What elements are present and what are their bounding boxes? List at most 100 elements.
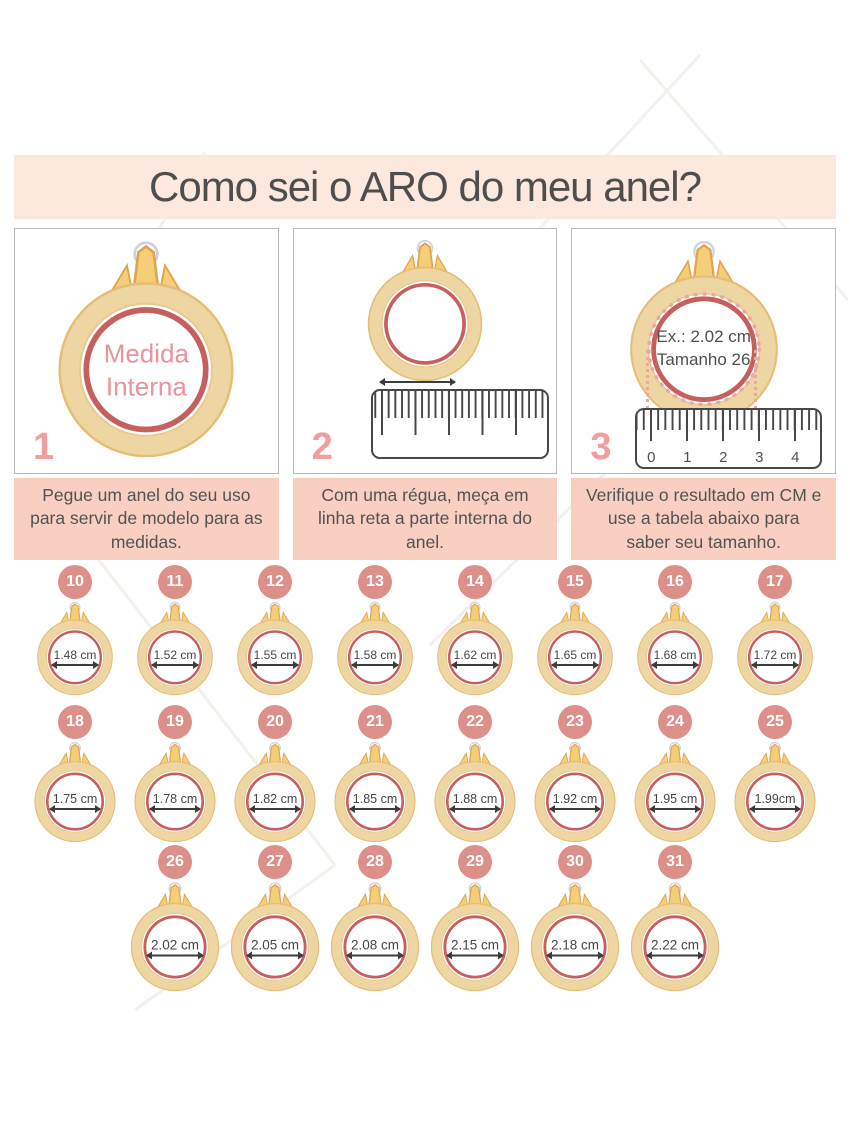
ruler-number: 2 bbox=[719, 449, 728, 466]
dotted-guide-right bbox=[754, 350, 758, 409]
diameter-value: 1.68 cm bbox=[653, 648, 697, 662]
diameter-value: 1.85 cm bbox=[352, 792, 398, 807]
ring-illustration bbox=[427, 880, 523, 991]
diameter-arrow bbox=[246, 951, 304, 960]
size-badge: 22 bbox=[458, 705, 492, 739]
diameter-measure: 1.82 cm bbox=[249, 792, 301, 814]
diameter-arrow bbox=[151, 661, 199, 669]
diameter-measure: 1.65 cm bbox=[551, 648, 599, 669]
diameter-arrow bbox=[349, 805, 401, 814]
diameter-arrow bbox=[351, 661, 399, 669]
measure-arrow bbox=[378, 378, 456, 386]
ring-illustration bbox=[327, 880, 423, 991]
ring-inner-label: Medida Interna bbox=[103, 338, 189, 402]
diameter-value: 1.72 cm bbox=[753, 648, 797, 662]
diameter-arrow bbox=[749, 805, 801, 814]
size-badge: 15 bbox=[558, 565, 592, 599]
diameter-value: 1.65 cm bbox=[553, 648, 597, 662]
diameter-measure: 2.05 cm bbox=[246, 937, 304, 960]
ring-wrap: 2.05 cm bbox=[227, 880, 323, 991]
diameter-measure: 1.62 cm bbox=[451, 648, 499, 669]
ring-wrap: 1.62 cm bbox=[434, 600, 516, 695]
size-tile: 22 1.88 cm bbox=[425, 705, 525, 845]
diameter-measure: 2.02 cm bbox=[146, 937, 204, 960]
diameter-arrow bbox=[546, 951, 604, 960]
ring-wrap: 1.95 cm bbox=[631, 740, 719, 842]
size-tile: 10 1.48 cm bbox=[25, 565, 125, 705]
size-tile: 15 1.65 cm bbox=[525, 565, 625, 705]
size-tile: 21 1.85 cm bbox=[325, 705, 425, 845]
diameter-arrow bbox=[649, 805, 701, 814]
ring-wrap: 2.02 cm bbox=[127, 880, 223, 991]
ring-illustration bbox=[231, 740, 319, 842]
size-badge: 30 bbox=[558, 845, 592, 879]
size-row: 18 1.75 cm 19 1.78 cm 20 bbox=[0, 705, 850, 845]
diameter-value: 1.82 cm bbox=[252, 792, 298, 807]
diameter-value: 1.58 cm bbox=[353, 648, 397, 662]
diameter-value: 2.08 cm bbox=[350, 937, 400, 953]
ring-wrap: 1.85 cm bbox=[331, 740, 419, 842]
title-banner: Como sei o ARO do meu anel? bbox=[14, 155, 836, 219]
ruler-number: 4 bbox=[791, 449, 800, 466]
diameter-value: 1.48 cm bbox=[53, 648, 97, 662]
diameter-measure: 1.92 cm bbox=[549, 792, 601, 814]
diameter-value: 1.88 cm bbox=[452, 792, 498, 807]
diameter-measure: 2.15 cm bbox=[446, 937, 504, 960]
size-badge: 21 bbox=[358, 705, 392, 739]
size-tile: 19 1.78 cm bbox=[125, 705, 225, 845]
ring-wrap: 1.65 cm bbox=[534, 600, 616, 695]
diameter-arrow bbox=[451, 661, 499, 669]
diameter-measure: 1.58 cm bbox=[351, 648, 399, 669]
size-badge: 18 bbox=[58, 705, 92, 739]
size-badge: 20 bbox=[258, 705, 292, 739]
step-2-box: 2 bbox=[292, 228, 558, 474]
dotted-guide-left bbox=[646, 350, 650, 409]
step-1-caption: Pegue um anel do seu uso para servir de … bbox=[14, 478, 279, 560]
size-tile: 20 1.82 cm bbox=[225, 705, 325, 845]
ring-wrap: 1.78 cm bbox=[131, 740, 219, 842]
ring-wrap: 1.99cm bbox=[731, 740, 819, 842]
ring-wrap: 1.88 cm bbox=[431, 740, 519, 842]
dotted-measure-circle bbox=[646, 292, 761, 407]
size-tile: 11 1.52 cm bbox=[125, 565, 225, 705]
diameter-arrow bbox=[251, 661, 299, 669]
ruler-number: 1 bbox=[683, 449, 692, 466]
diameter-arrow bbox=[249, 805, 301, 814]
diameter-measure: 2.18 cm bbox=[546, 937, 604, 960]
ring-illustration bbox=[131, 740, 219, 842]
diameter-measure: 1.88 cm bbox=[449, 792, 501, 814]
ring-illustration bbox=[527, 880, 623, 991]
diameter-measure: 1.68 cm bbox=[651, 648, 699, 669]
size-badge: 13 bbox=[358, 565, 392, 599]
size-tile: 28 2.08 cm bbox=[325, 845, 425, 995]
size-badge: 19 bbox=[158, 705, 192, 739]
size-badge: 31 bbox=[658, 845, 692, 879]
size-tile: 14 1.62 cm bbox=[425, 565, 525, 705]
ruler-illustration bbox=[370, 378, 549, 459]
ring-wrap: 1.72 cm bbox=[734, 600, 816, 695]
size-tile: 16 1.68 cm bbox=[625, 565, 725, 705]
diameter-arrow bbox=[646, 951, 704, 960]
ring-illustration bbox=[227, 880, 323, 991]
size-badge: 23 bbox=[558, 705, 592, 739]
size-badge: 28 bbox=[358, 845, 392, 879]
diameter-value: 1.92 cm bbox=[552, 792, 598, 807]
diameter-measure: 1.99cm bbox=[749, 792, 801, 814]
diameter-arrow bbox=[49, 805, 101, 814]
size-tile: 27 2.05 cm bbox=[225, 845, 325, 995]
ring-illustration bbox=[331, 740, 419, 842]
ring-wrap: 1.82 cm bbox=[231, 740, 319, 842]
size-badge: 29 bbox=[458, 845, 492, 879]
diameter-value: 1.62 cm bbox=[453, 648, 497, 662]
diameter-value: 1.99cm bbox=[754, 792, 796, 807]
size-badge: 27 bbox=[258, 845, 292, 879]
diameter-arrow bbox=[549, 805, 601, 814]
diameter-value: 1.95 cm bbox=[652, 792, 698, 807]
diameter-arrow bbox=[551, 661, 599, 669]
size-tile: 24 1.95 cm bbox=[625, 705, 725, 845]
ring-wrap: 1.52 cm bbox=[134, 600, 216, 695]
diameter-arrow bbox=[51, 661, 99, 669]
size-badge: 10 bbox=[58, 565, 92, 599]
size-badge: 26 bbox=[158, 845, 192, 879]
